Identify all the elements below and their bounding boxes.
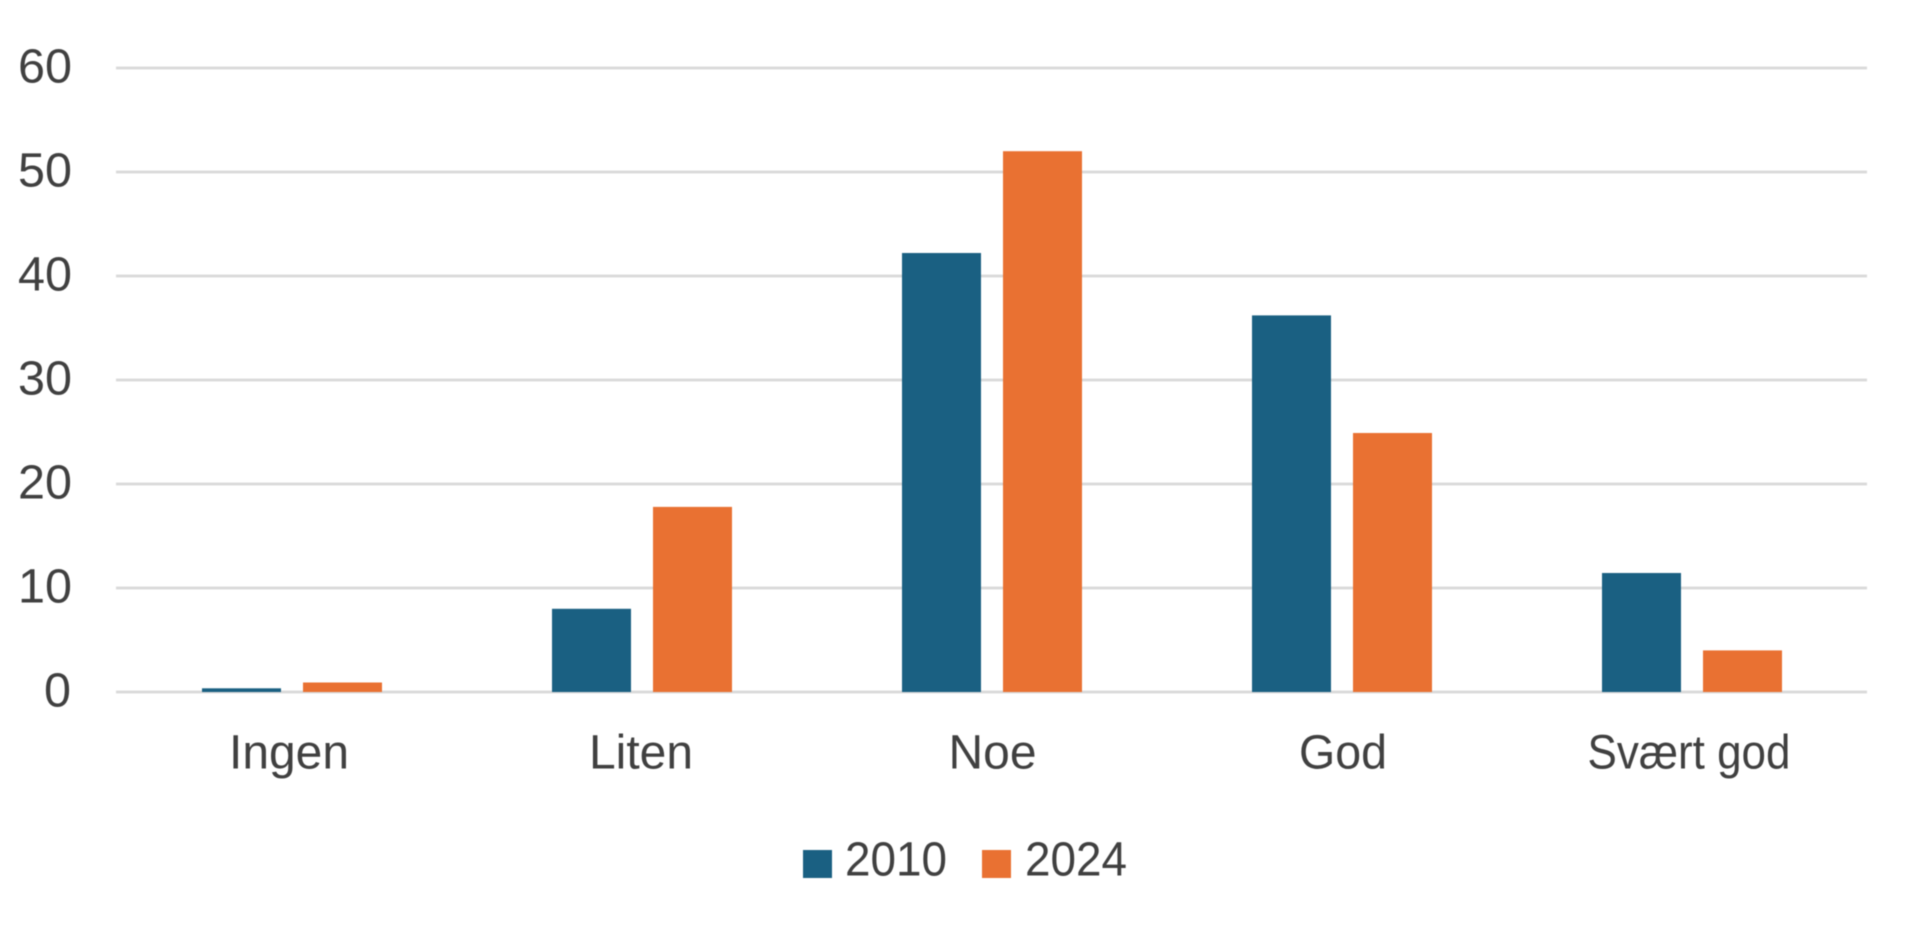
svg-text:2010: 2010 (845, 834, 947, 887)
svg-text:30: 30 (18, 353, 72, 406)
svg-text:Svært god: Svært god (1588, 727, 1791, 780)
svg-text:0: 0 (44, 665, 71, 718)
svg-text:Liten: Liten (589, 727, 693, 780)
svg-text:50: 50 (18, 145, 72, 198)
svg-text:40: 40 (18, 249, 72, 302)
svg-text:20: 20 (18, 457, 72, 510)
svg-text:10: 10 (18, 561, 72, 614)
svg-text:60: 60 (18, 41, 72, 94)
svg-text:God: God (1299, 727, 1387, 780)
svg-text:Ingen: Ingen (229, 727, 349, 780)
svg-text:Noe: Noe (949, 727, 1037, 780)
svg-text:2024: 2024 (1025, 834, 1127, 887)
